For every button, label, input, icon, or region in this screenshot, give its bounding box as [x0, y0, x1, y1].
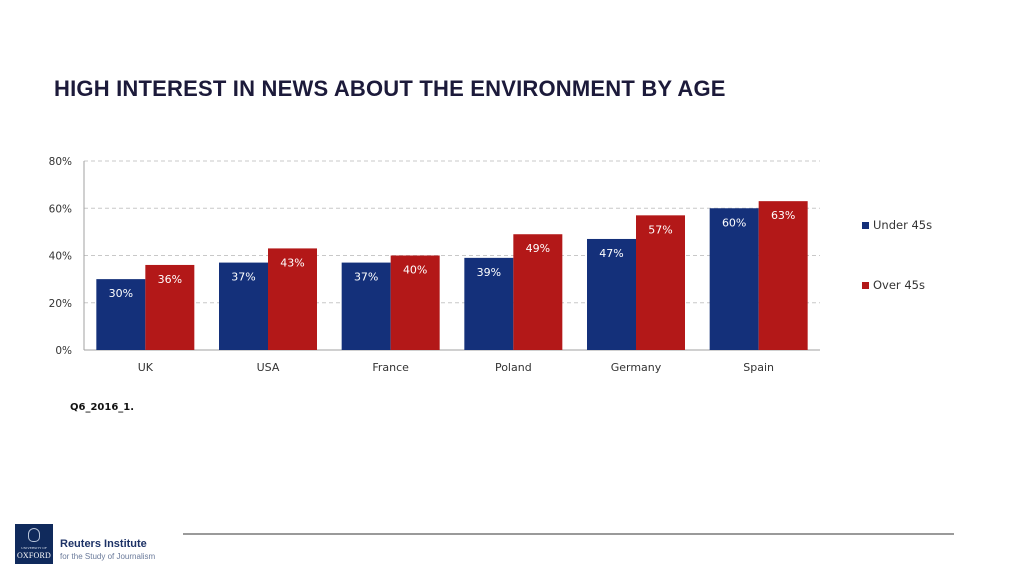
data-label: 36% — [158, 273, 182, 286]
y-tick-label: 20% — [49, 298, 72, 310]
y-axis-ticks: 0% 20% 40% 60% 80% — [49, 156, 72, 357]
bars — [96, 201, 808, 350]
logo-university-line: UNIVERSITY OF — [21, 546, 47, 550]
data-label: 39% — [477, 266, 501, 279]
data-label: 37% — [354, 271, 378, 284]
x-tick-label: Germany — [611, 361, 662, 374]
data-label: 37% — [231, 271, 255, 284]
bar-under-45s — [587, 238, 636, 350]
x-axis-ticks: UK USA France Poland Germany Spain — [138, 361, 774, 374]
legend-label: Over 45s — [873, 278, 925, 292]
x-tick-label: UK — [138, 361, 154, 374]
data-label: 43% — [280, 256, 304, 269]
x-tick-label: Poland — [495, 361, 532, 374]
data-label: 47% — [599, 247, 623, 260]
x-tick-label: France — [372, 361, 409, 374]
data-label: 40% — [403, 264, 427, 277]
data-label: 57% — [648, 223, 672, 236]
bar-under-45s — [464, 257, 514, 350]
data-label: 30% — [109, 287, 133, 300]
crest-icon — [28, 528, 40, 542]
bar-under-45s — [96, 279, 146, 350]
y-tick-label: 40% — [49, 251, 72, 263]
data-label: 49% — [526, 242, 550, 255]
gridlines — [83, 160, 820, 351]
bar-over-45s — [758, 201, 808, 350]
data-label: 63% — [771, 209, 795, 222]
y-tick-label: 80% — [49, 156, 72, 168]
bar-over-45s — [636, 215, 685, 350]
chart-title: HIGH INTEREST IN NEWS ABOUT THE ENVIRONM… — [54, 76, 726, 101]
data-labels: 30% 36% 37% 43% 37% 40% 39% 49% 47% 57% 60% 63% — [109, 209, 796, 300]
institute-name: Reuters Institute — [60, 538, 147, 550]
logo-oxford-text: OXFORD — [16, 551, 52, 560]
source-note: Q6_2016_1. — [70, 402, 135, 413]
legend-swatch — [862, 282, 869, 289]
oxford-logo: UNIVERSITY OF OXFORD — [15, 524, 53, 564]
footer-divider — [183, 533, 954, 535]
bar-over-45s — [145, 264, 195, 350]
bar-under-45s — [709, 208, 759, 350]
y-tick-label: 0% — [55, 345, 72, 357]
data-label: 60% — [722, 216, 746, 229]
y-tick-label: 60% — [49, 203, 72, 215]
legend: Under 45s Over 45s — [862, 218, 932, 292]
bar-over-45s — [268, 248, 317, 350]
bar-over-45s — [390, 255, 440, 350]
x-tick-label: USA — [257, 361, 280, 374]
x-tick-label: Spain — [743, 361, 774, 374]
bar-under-45s — [219, 262, 268, 350]
legend-swatch — [862, 222, 869, 229]
bar-over-45s — [513, 234, 563, 350]
legend-label: Under 45s — [873, 218, 932, 232]
bar-under-45s — [341, 262, 391, 350]
institute-subtitle: for the Study of Journalism — [60, 552, 156, 561]
